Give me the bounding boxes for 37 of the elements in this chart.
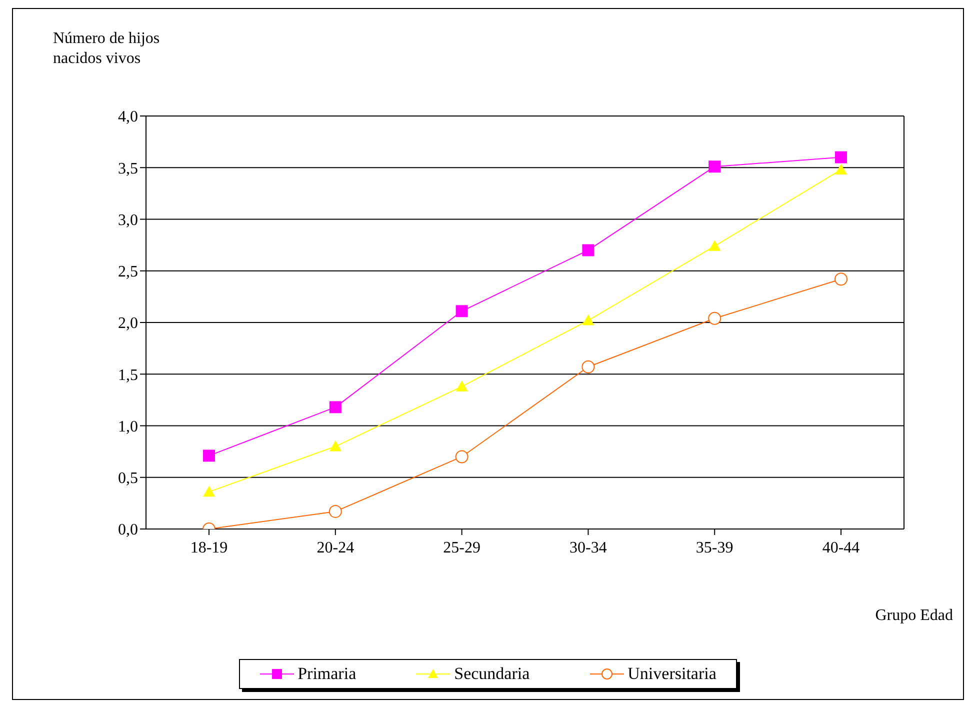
point <box>708 160 721 173</box>
y-tick-label: 0,5 <box>118 470 138 488</box>
point <box>456 380 468 392</box>
x-axis-title: Grupo Edad <box>875 607 953 625</box>
legend-label: Primaria <box>296 664 356 684</box>
point <box>708 312 722 325</box>
x-tick-label: 25-29 <box>443 539 480 556</box>
x-tick-label: 18-19 <box>190 539 228 556</box>
y-tick-label: 1,0 <box>118 418 138 436</box>
point <box>835 164 847 174</box>
x-tick-label: 20-24 <box>316 539 354 556</box>
point <box>582 314 594 326</box>
point <box>329 440 342 452</box>
legend-label: Secundaria <box>453 664 530 684</box>
y-tick-label: 3,0 <box>118 212 138 229</box>
y-tick-label: 1,5 <box>118 366 138 384</box>
point <box>329 401 342 414</box>
point <box>455 450 468 464</box>
point <box>835 151 847 164</box>
point <box>582 244 594 256</box>
point <box>203 486 215 497</box>
point <box>834 272 848 286</box>
y-tick-label: 0,0 <box>118 522 138 539</box>
point <box>328 504 342 518</box>
point <box>582 360 595 374</box>
x-tick-label: 40-44 <box>822 539 860 556</box>
y-tick-label: 4,0 <box>118 108 138 126</box>
point <box>203 450 215 462</box>
legend-label: Universitaria <box>626 664 716 684</box>
x-tick-label: 35-39 <box>696 539 734 556</box>
y-tick-label: 3,5 <box>118 160 138 178</box>
x-tick-label: 30-34 <box>570 539 607 556</box>
point <box>456 305 468 318</box>
point <box>708 240 721 251</box>
y-axis-title: Número de hijos nacidos vivos <box>53 29 161 69</box>
y-tick-label: 2,5 <box>118 264 138 281</box>
y-tick-label: 2,0 <box>118 315 138 332</box>
